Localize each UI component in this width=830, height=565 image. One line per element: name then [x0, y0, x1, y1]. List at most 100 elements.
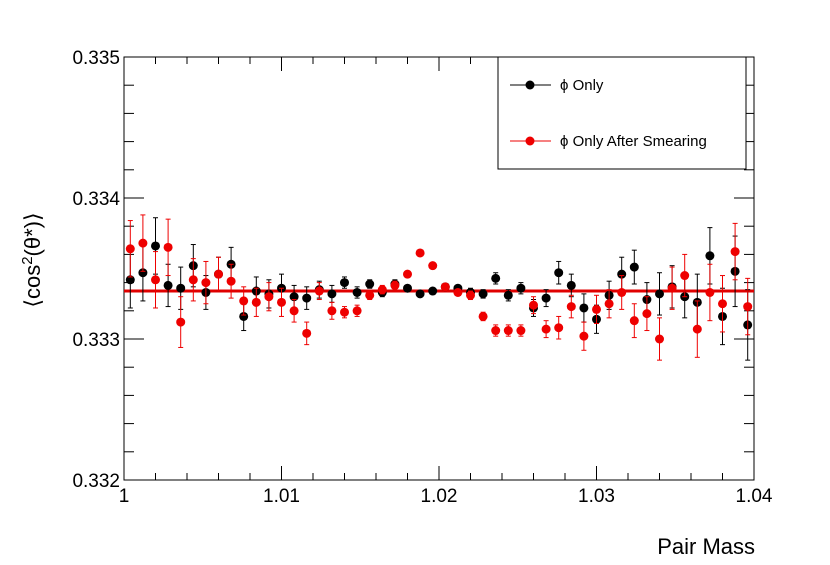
x-tick-label: 1.02 [421, 486, 458, 507]
data-point [529, 300, 538, 310]
data-point [516, 283, 526, 293]
x-tick-label: 1 [119, 486, 130, 507]
data-point [151, 241, 160, 251]
data-point [277, 297, 286, 307]
data-point [289, 306, 299, 316]
data-point [251, 297, 261, 307]
data-point [642, 309, 652, 319]
tick-labels: 1 1.01 1.02 1.03 1.04 0.332 0.333 0.334 0.335 [72, 48, 772, 507]
data-point [478, 289, 488, 299]
data-point [516, 326, 526, 336]
data-point [201, 278, 211, 288]
data-point [705, 251, 715, 261]
data-point [541, 293, 551, 303]
y-axis-title: ⟨cos2(θ*)⟩ [19, 212, 45, 307]
data-point [302, 328, 312, 338]
legend: ϕ Only ϕ Only After Smearing [497, 56, 747, 170]
legend-marker-phi-only [525, 80, 535, 90]
data-point [403, 283, 412, 293]
x-tick-label: 1.04 [736, 486, 773, 507]
data-point [352, 306, 362, 316]
data-point [453, 287, 463, 297]
data-point [629, 316, 639, 326]
y-tick-label: 0.333 [72, 330, 120, 351]
data-point [239, 311, 249, 321]
data-point [151, 275, 160, 285]
data-point [214, 269, 223, 279]
legend-marker-phi-smeared [525, 136, 535, 146]
data-point [289, 292, 299, 302]
data-point [428, 286, 438, 296]
data-point [365, 290, 375, 300]
data-point [403, 269, 412, 279]
data-point [188, 275, 198, 285]
data-point [415, 289, 425, 299]
y-axis-title-pre: ⟨cos [20, 265, 45, 308]
data-point [340, 278, 349, 288]
data-point [705, 287, 715, 297]
data-point [692, 324, 702, 334]
y-tick-label: 0.335 [72, 48, 120, 69]
data-point [163, 242, 173, 252]
data-point [163, 280, 173, 290]
data-point [491, 273, 501, 283]
data-point [617, 269, 627, 279]
data-point [491, 326, 501, 336]
data-point [566, 280, 576, 290]
y-axis-title-post: (θ*)⟩ [20, 212, 45, 256]
data-point [176, 317, 186, 327]
data-point [466, 290, 475, 300]
data-point [503, 326, 513, 336]
data-point [554, 323, 564, 333]
data-point [554, 268, 564, 278]
data-point [239, 296, 249, 306]
y-axis-title-sup: 2 [19, 256, 36, 264]
x-tick-label: 1.01 [263, 486, 300, 507]
data-point [314, 286, 324, 296]
data-point [730, 247, 740, 257]
data-point [503, 290, 513, 300]
data-point [579, 303, 589, 313]
data-point [226, 276, 236, 286]
data-point [138, 238, 148, 248]
data-point [579, 331, 589, 341]
data-point [377, 285, 387, 295]
data-point [743, 302, 753, 312]
data-point [415, 248, 425, 258]
y-tick-label: 0.332 [72, 471, 120, 492]
data-point [352, 287, 362, 297]
data-point [718, 299, 727, 309]
series-layer [125, 214, 753, 361]
x-tick-label: 1.03 [578, 486, 615, 507]
data-point [592, 304, 601, 314]
data-point [440, 282, 450, 292]
data-point [327, 289, 337, 299]
data-point [655, 334, 664, 344]
data-point [566, 302, 576, 312]
data-point [655, 289, 664, 299]
legend-box [497, 56, 747, 170]
legend-label-phi-only: ϕ Only [560, 77, 604, 94]
legend-label-phi-smeared: ϕ Only After Smearing [560, 133, 707, 150]
data-point [629, 262, 639, 272]
y-tick-label: 0.334 [72, 189, 120, 210]
data-point [125, 275, 135, 285]
data-point [327, 306, 337, 316]
data-point [302, 293, 312, 303]
data-point [428, 261, 438, 271]
data-point [617, 287, 627, 297]
data-point [125, 244, 135, 254]
data-point [604, 299, 614, 309]
data-point [176, 283, 186, 293]
data-point [390, 280, 400, 290]
data-point [667, 283, 677, 293]
x-axis-title: Pair Mass [657, 534, 755, 559]
data-point [680, 271, 690, 281]
series-1 [125, 214, 753, 361]
data-point [541, 324, 551, 334]
data-point [264, 292, 274, 302]
data-point [478, 311, 488, 321]
data-point [340, 307, 349, 317]
data-point [138, 268, 148, 278]
